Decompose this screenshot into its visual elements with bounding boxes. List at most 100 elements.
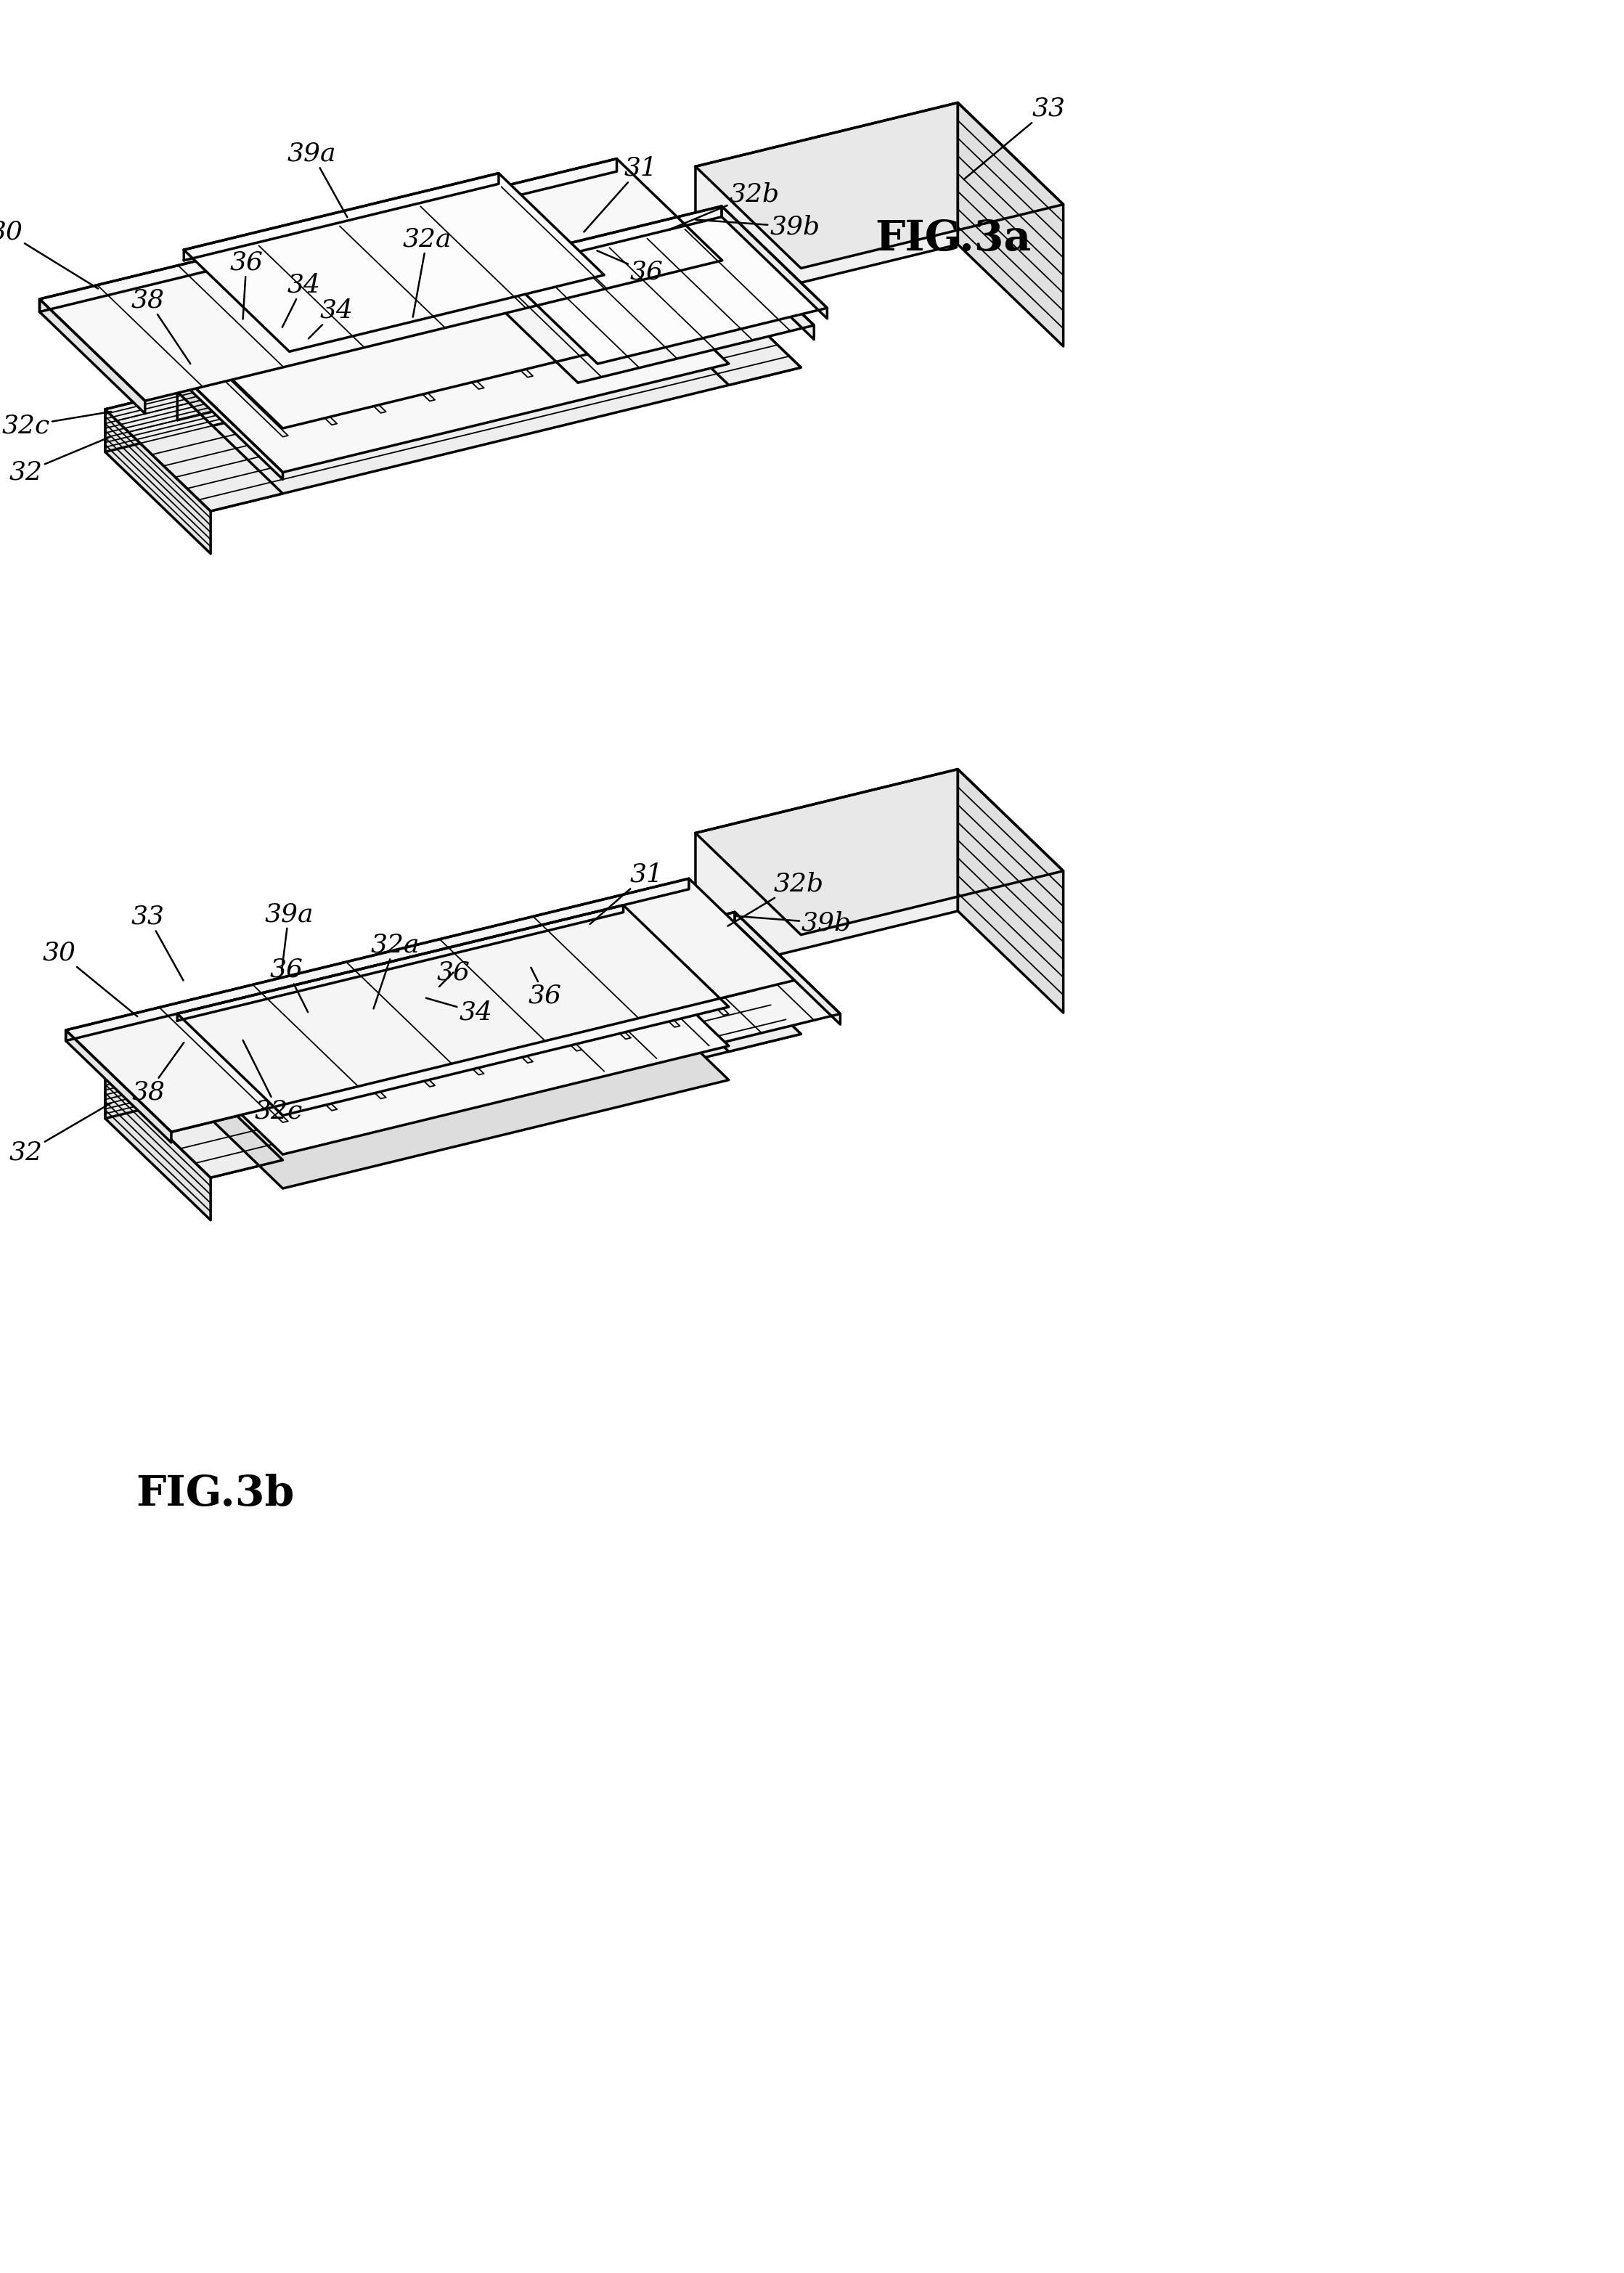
Text: 33: 33 <box>132 905 184 980</box>
Polygon shape <box>274 309 387 414</box>
Polygon shape <box>492 207 721 273</box>
Polygon shape <box>374 286 484 389</box>
Polygon shape <box>67 1030 171 1143</box>
Text: 32a: 32a <box>370 932 419 1009</box>
Polygon shape <box>39 300 145 414</box>
Polygon shape <box>422 275 533 377</box>
Polygon shape <box>695 768 1064 934</box>
Polygon shape <box>106 266 801 511</box>
Text: FIG.3b: FIG.3b <box>136 1473 294 1514</box>
Text: 32: 32 <box>10 1102 110 1166</box>
Polygon shape <box>721 207 827 318</box>
Text: 36: 36 <box>437 959 469 986</box>
Polygon shape <box>106 932 695 1118</box>
Polygon shape <box>695 102 1064 268</box>
Polygon shape <box>177 1021 182 1052</box>
Polygon shape <box>177 261 624 377</box>
Polygon shape <box>471 948 581 1050</box>
Polygon shape <box>624 932 801 1052</box>
Polygon shape <box>473 223 814 382</box>
Polygon shape <box>958 768 1064 1014</box>
Polygon shape <box>708 223 814 339</box>
Polygon shape <box>471 261 476 300</box>
Polygon shape <box>226 323 338 425</box>
Text: 31: 31 <box>590 861 664 925</box>
Text: 31: 31 <box>585 157 658 232</box>
Polygon shape <box>106 1059 283 1177</box>
Polygon shape <box>274 309 281 348</box>
Polygon shape <box>325 298 330 334</box>
Polygon shape <box>958 102 1064 345</box>
Polygon shape <box>226 1007 232 1041</box>
Polygon shape <box>568 239 575 275</box>
Text: FIG.3a: FIG.3a <box>875 218 1031 259</box>
Polygon shape <box>619 911 729 1016</box>
Polygon shape <box>177 334 287 436</box>
Polygon shape <box>177 370 283 480</box>
Polygon shape <box>67 880 794 1132</box>
Polygon shape <box>619 911 624 946</box>
Polygon shape <box>520 250 526 286</box>
Polygon shape <box>422 959 533 1064</box>
Polygon shape <box>492 207 827 364</box>
Polygon shape <box>226 323 232 359</box>
Polygon shape <box>39 159 617 311</box>
Polygon shape <box>520 936 630 1039</box>
Polygon shape <box>106 409 211 555</box>
Polygon shape <box>177 1027 182 1052</box>
Text: 36: 36 <box>270 957 309 1011</box>
Polygon shape <box>209 1018 214 1046</box>
Polygon shape <box>520 936 526 968</box>
Text: 34: 34 <box>309 298 354 339</box>
Polygon shape <box>274 996 387 1098</box>
Text: 33: 33 <box>965 95 1065 180</box>
Text: 36: 36 <box>528 968 562 1009</box>
Text: 32a: 32a <box>403 227 451 316</box>
Text: 32b: 32b <box>728 871 823 925</box>
Polygon shape <box>177 334 182 370</box>
Polygon shape <box>190 1023 195 1050</box>
Polygon shape <box>177 218 624 334</box>
Polygon shape <box>624 266 801 384</box>
Polygon shape <box>184 173 604 352</box>
Polygon shape <box>184 173 499 261</box>
Text: 39a: 39a <box>265 902 313 971</box>
Polygon shape <box>325 984 330 1016</box>
Polygon shape <box>197 1023 201 1048</box>
Polygon shape <box>177 284 624 421</box>
Polygon shape <box>203 1021 208 1046</box>
Text: 39b: 39b <box>695 214 820 239</box>
Text: 32b: 32b <box>669 182 780 230</box>
Polygon shape <box>619 227 624 264</box>
Text: 34: 34 <box>425 998 492 1025</box>
Polygon shape <box>274 996 281 1030</box>
Polygon shape <box>374 286 378 323</box>
Text: 39a: 39a <box>287 141 348 218</box>
Polygon shape <box>473 911 840 1077</box>
Polygon shape <box>695 102 958 309</box>
Polygon shape <box>734 911 840 1025</box>
Polygon shape <box>568 925 680 1027</box>
Polygon shape <box>520 250 630 352</box>
Polygon shape <box>568 239 680 341</box>
Text: 32c: 32c <box>244 1041 302 1123</box>
Polygon shape <box>177 905 624 1021</box>
Polygon shape <box>106 391 283 511</box>
Polygon shape <box>422 959 427 993</box>
Polygon shape <box>695 768 958 975</box>
Text: 30: 30 <box>42 941 138 1016</box>
Polygon shape <box>471 261 581 366</box>
Polygon shape <box>106 1075 211 1221</box>
Polygon shape <box>67 880 689 1041</box>
Text: 38: 38 <box>132 289 190 364</box>
Text: 32: 32 <box>10 436 110 484</box>
Text: 32c: 32c <box>2 411 110 439</box>
Polygon shape <box>473 911 734 986</box>
Polygon shape <box>325 298 435 400</box>
Polygon shape <box>177 905 729 1116</box>
Polygon shape <box>177 943 729 1155</box>
Polygon shape <box>374 973 378 1005</box>
Polygon shape <box>471 948 476 982</box>
Polygon shape <box>106 932 801 1177</box>
Polygon shape <box>216 1018 221 1043</box>
